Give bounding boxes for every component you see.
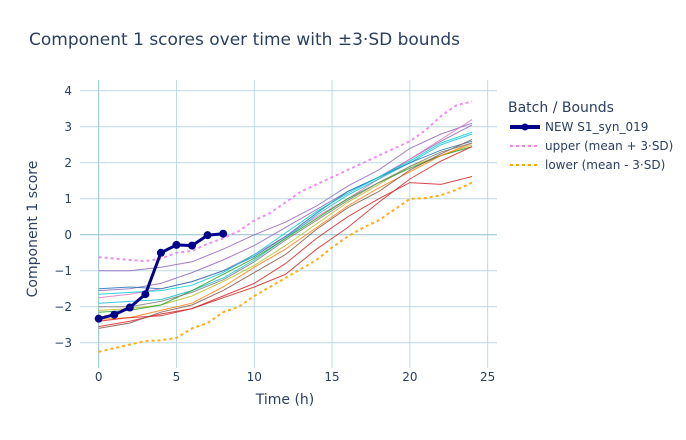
bound-series bbox=[98, 100, 473, 353]
reference-series bbox=[98, 119, 473, 329]
y-tick-label: 3 bbox=[64, 120, 72, 134]
y-tick-label: −3 bbox=[54, 336, 72, 350]
y-tick-label: 2 bbox=[64, 156, 72, 170]
lower-bound-line bbox=[98, 181, 473, 353]
y-axis-title: Component 1 score bbox=[25, 161, 41, 298]
new-batch-point[interactable] bbox=[203, 231, 212, 240]
x-tick-label: 10 bbox=[247, 370, 262, 384]
new-batch-point[interactable] bbox=[94, 314, 103, 323]
x-tick-label: 25 bbox=[480, 370, 495, 384]
new-batch-point[interactable] bbox=[172, 240, 181, 249]
chart-title: Component 1 scores over time with ±3·SD … bbox=[29, 30, 460, 50]
new-batch-point[interactable] bbox=[110, 310, 119, 319]
legend-item-new-batch[interactable]: NEW S1_syn_019 bbox=[510, 120, 648, 134]
legend: Batch / Bounds NEW S1_syn_019 upper (mea… bbox=[508, 100, 673, 172]
legend-title: Batch / Bounds bbox=[508, 100, 614, 116]
tick-labels: 0 5 10 15 20 25 −3 −2 −1 0 1 2 3 4 bbox=[54, 84, 495, 384]
reference-series-line bbox=[98, 140, 473, 290]
y-tick-label: −1 bbox=[54, 264, 72, 278]
reference-series-line bbox=[98, 146, 473, 328]
legend-swatch-marker bbox=[521, 123, 529, 131]
y-tick-label: 1 bbox=[64, 192, 72, 206]
x-tick-label: 0 bbox=[95, 370, 103, 384]
reference-series-line bbox=[98, 146, 473, 313]
y-tick-label: 0 bbox=[64, 228, 72, 242]
legend-label-upper: upper (mean + 3·SD) bbox=[545, 139, 673, 153]
y-tick-label: 4 bbox=[64, 84, 72, 98]
new-batch-point[interactable] bbox=[141, 290, 150, 299]
reference-series-line bbox=[98, 176, 473, 322]
legend-item-upper[interactable]: upper (mean + 3·SD) bbox=[510, 139, 673, 153]
reference-series-line bbox=[98, 122, 473, 272]
x-tick-label: 20 bbox=[402, 370, 417, 384]
highlight-series bbox=[94, 229, 228, 323]
new-batch-point[interactable] bbox=[156, 248, 165, 257]
legend-item-lower[interactable]: lower (mean - 3·SD) bbox=[510, 158, 665, 172]
new-batch-point[interactable] bbox=[188, 241, 197, 250]
x-tick-label: 15 bbox=[324, 370, 339, 384]
reference-series-line bbox=[98, 142, 473, 320]
legend-label-new-batch: NEW S1_syn_019 bbox=[545, 120, 648, 134]
reference-series-line bbox=[98, 131, 473, 295]
upper-bound-line bbox=[98, 100, 473, 263]
new-batch-point[interactable] bbox=[219, 229, 228, 238]
reference-series-line bbox=[98, 142, 473, 308]
legend-label-lower: lower (mean - 3·SD) bbox=[545, 158, 665, 172]
y-tick-label: −2 bbox=[54, 300, 72, 314]
reference-series-line bbox=[98, 138, 473, 329]
new-batch-point[interactable] bbox=[125, 303, 134, 312]
x-tick-label: 5 bbox=[173, 370, 181, 384]
x-axis-title: Time (h) bbox=[255, 392, 315, 408]
